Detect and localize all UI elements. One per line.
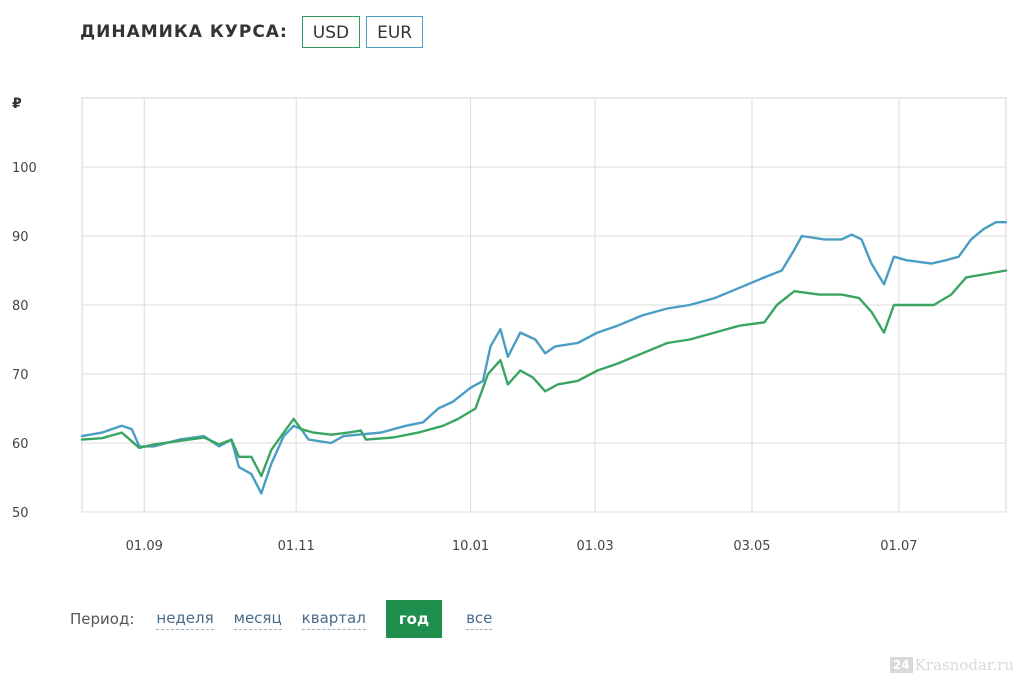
y-tick-label: 50 xyxy=(12,506,29,521)
x-tick-label: 10.01 xyxy=(452,539,489,554)
period-week[interactable]: неделя xyxy=(156,609,214,630)
series-line-0 xyxy=(80,220,1008,495)
x-tick-label: 01.09 xyxy=(126,539,163,554)
usd-button[interactable]: USD xyxy=(301,16,361,48)
chart-header: ДИНАМИКА КУРСА: USD EUR xyxy=(80,16,424,48)
period-year[interactable]: год xyxy=(385,600,443,638)
period-label: Период: xyxy=(70,610,135,628)
period-quarter[interactable]: квартал xyxy=(301,609,366,630)
y-tick-label: 90 xyxy=(12,230,29,245)
period-all[interactable]: все xyxy=(466,609,493,630)
watermark-badge: 24 xyxy=(889,657,913,673)
site-watermark: 24 Krasnodar.ru xyxy=(889,656,1014,674)
chart-title: ДИНАМИКА КУРСА: xyxy=(80,22,288,42)
series-line-1 xyxy=(80,269,1008,478)
y-tick-label: 80 xyxy=(12,299,29,314)
eur-button[interactable]: EUR xyxy=(366,16,424,48)
x-tick-label: 03.05 xyxy=(733,539,770,554)
period-selector: Период: неделя месяц квартал год все xyxy=(70,600,512,638)
exchange-rate-chart: 50 60 70 80 90 100 ₽01.09 01.11 10.01 01.03 03.05 0… xyxy=(12,96,1008,554)
x-tick-label: 01.03 xyxy=(576,539,613,554)
y-tick-label: 60 xyxy=(12,437,29,452)
x-tick-label: 01.07 xyxy=(880,539,917,554)
x-tick-label: 01.11 xyxy=(278,539,315,554)
y-tick-label: 70 xyxy=(12,368,29,383)
y-axis-label: ₽ xyxy=(12,96,22,112)
watermark-text: Krasnodar.ru xyxy=(914,656,1014,674)
period-month[interactable]: месяц xyxy=(233,609,282,630)
y-tick-label: 100 xyxy=(12,161,37,176)
